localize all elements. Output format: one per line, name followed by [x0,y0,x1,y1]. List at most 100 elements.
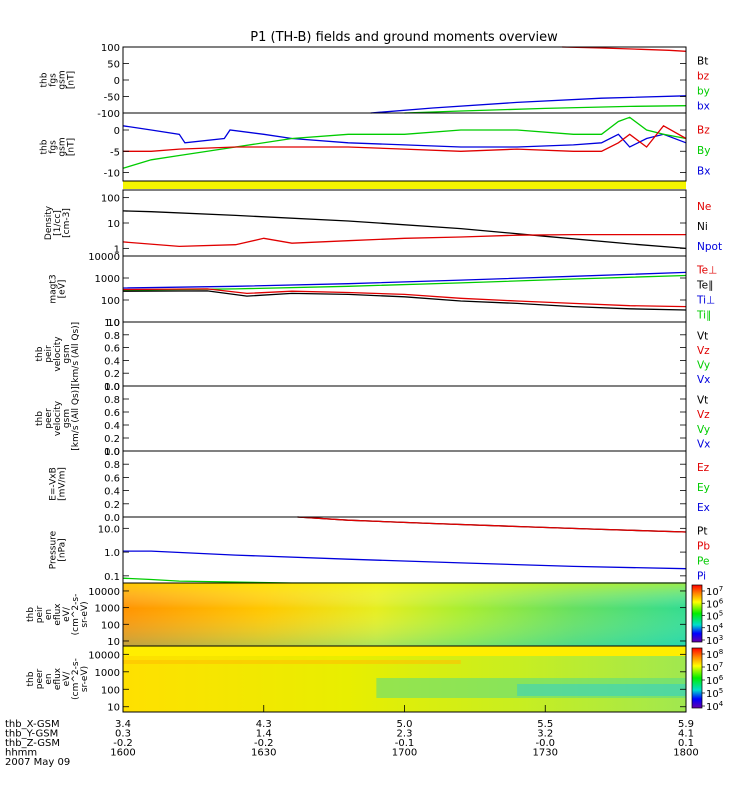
panel-frame [122,112,687,182]
y-tick-label: -50 [104,93,120,104]
y-axis-label-line: (cm^2-s- [71,658,81,700]
x-tick-label: -0.1 [395,738,415,749]
y-axis-label-line: velocity [53,400,63,436]
legend-Vt: Vt [697,330,708,342]
legend-Ez: Ez [697,462,710,474]
colorbar-tick-label: 107 [706,585,723,598]
y-tick-label: 100 [101,296,120,307]
y-tick-label: 0 [114,126,120,137]
x-tick-label: 4.3 [256,719,272,730]
y-tick-label: 0.8 [104,460,120,471]
y-axis-label-line: Density [44,205,54,240]
series-by [404,105,687,114]
panel-frame [122,450,687,518]
panel-fgs_gsm_high: Bt bz by bx 100 50 0 -50 -100 thb fgs gsm [nT] [40,43,710,120]
y-tick-label: 1.0 [104,447,120,458]
legend-bz: bz [697,71,710,83]
y-axis-label-line: thb [35,346,45,361]
legend-Bz: Bz [697,124,710,136]
y-tick-label: 0.4 [104,487,120,498]
y-axis-label-line: [km/s (All Qs)] [71,386,81,450]
legend-Ti⊥: Ti⊥ [696,295,715,307]
y-axis-label-line: en [44,673,54,684]
y-axis-label-line: eV/ [62,671,72,687]
panel-pressure: Pt Pb Pe Pi 10.0 1.0 0.1 Pressure [nPa] [49,516,710,584]
y-tick-label: 0.6 [104,344,120,355]
y-tick-label: 100 [101,43,120,54]
legend-Vy: Vy [697,359,710,371]
panel-temperature: Te⊥ Te∥ Ti⊥ Ti∥ 10000 1000 100 10 magt3 [eV] [49,252,718,329]
figure-title: P1 (TH-B) fields and ground moments over… [250,30,558,45]
y-tick-label: 10 [107,219,120,230]
y-axis-label-line: peer [35,668,45,689]
x-axis-row-label: hhmm [5,748,37,759]
legend-By: By [697,145,710,157]
colorbar-tick-label: 106 [706,674,724,687]
x-tick-label: 3.2 [537,729,553,740]
series-Ni [122,210,687,250]
y-tick-label: 0.1 [104,572,120,583]
y-tick-label: 0.6 [104,473,120,484]
panel-frame [122,46,687,114]
legend-Ex: Ex [697,502,710,514]
x-tick-label: -0.2 [113,738,133,749]
legend-Bt: Bt [697,56,708,68]
heatmap-band-orange [123,660,461,664]
legend-Vx: Vx [697,439,710,451]
series-bz [562,46,687,52]
y-axis-label-line: Pressure [49,530,59,569]
series-By [122,116,687,169]
panel-frame [122,385,687,452]
y-tick-label: 1.0 [104,382,120,393]
legend-Vz: Vz [697,409,710,421]
series-Ti∥ [122,274,687,291]
series-Pi [123,550,687,570]
y-axis-label: thb peir en eflux eV/(cm^2-s-sr-eV) [26,594,90,636]
y-tick-label: 0.4 [104,421,120,432]
y-axis-label-line: [km/s (All Qs)] [71,322,81,386]
x-tick-label: 5.9 [678,719,694,730]
panel-efield: Ez Ey Ex 1.0 0.8 0.6 0.4 0.2 0.0 E=-VxB [mV/m] [49,447,710,524]
series-Pb [297,516,687,533]
y-axis-label-line: fgs [49,140,59,154]
y-tick-label: 1.0 [104,548,120,559]
legend-Vy: Vy [697,424,710,436]
y-axis-label: thb fgs gsm [nT] [40,137,77,156]
legend-Pi: Pi [697,571,706,583]
legend-Pe: Pe [697,556,709,568]
y-tick-label: 0.0 [104,382,120,393]
y-axis-label-line: thb [40,139,50,154]
y-tick-label: -10 [104,169,120,180]
y-axis-label-line: eflux [53,667,63,690]
y-axis-label-line: peir [44,345,54,363]
y-tick-label: 10 [107,703,120,714]
legend-Vt: Vt [697,394,708,406]
panel-fgs_gsm_low: Bz By Bx 0 -5 -10 thb fgs gsm [nT] [40,112,710,182]
y-tick-label: 1000 [95,604,120,615]
y-axis-label-line: [nT] [67,71,77,89]
x-tick-label: 0.3 [115,729,131,740]
y-axis-label-line: velocity [53,336,63,372]
x-tick-label: 3.4 [115,719,131,730]
colorbar-tick-label: 105 [706,610,723,623]
colorbar-tick-label: 103 [706,634,723,647]
y-tick-label: 50 [107,60,120,71]
x-tick-label: 1630 [251,748,276,759]
colorbar-tick-label: 108 [706,648,723,661]
x-tick-label: 1.4 [256,729,272,740]
y-tick-label: 0 [114,76,120,87]
y-axis-label-line: [mV/m] [58,467,68,501]
y-tick-label: 1000 [95,274,120,285]
legend-Te⊥: Te⊥ [696,265,717,277]
panel-peer_velocity: Vt Vz Vy Vx 1.0 0.8 0.6 0.4 0.2 0.0 thb peer velocit… [35,382,710,458]
x-tick-label: -0.0 [535,738,555,749]
y-tick-label: -5 [110,147,120,158]
y-axis-label: thb peer en eflux eV/(cm^2-s-sr-eV) [26,658,90,700]
series-Ne [122,233,686,248]
y-tick-label: 0.2 [104,434,120,445]
panel-density: Ne Ni Npot 100 10 1 Density [1/cc] [cm-3] [44,189,722,257]
x-tick-label: 5.5 [537,719,553,730]
y-tick-label: 0.0 [104,447,120,458]
legend-Ey: Ey [697,482,710,494]
